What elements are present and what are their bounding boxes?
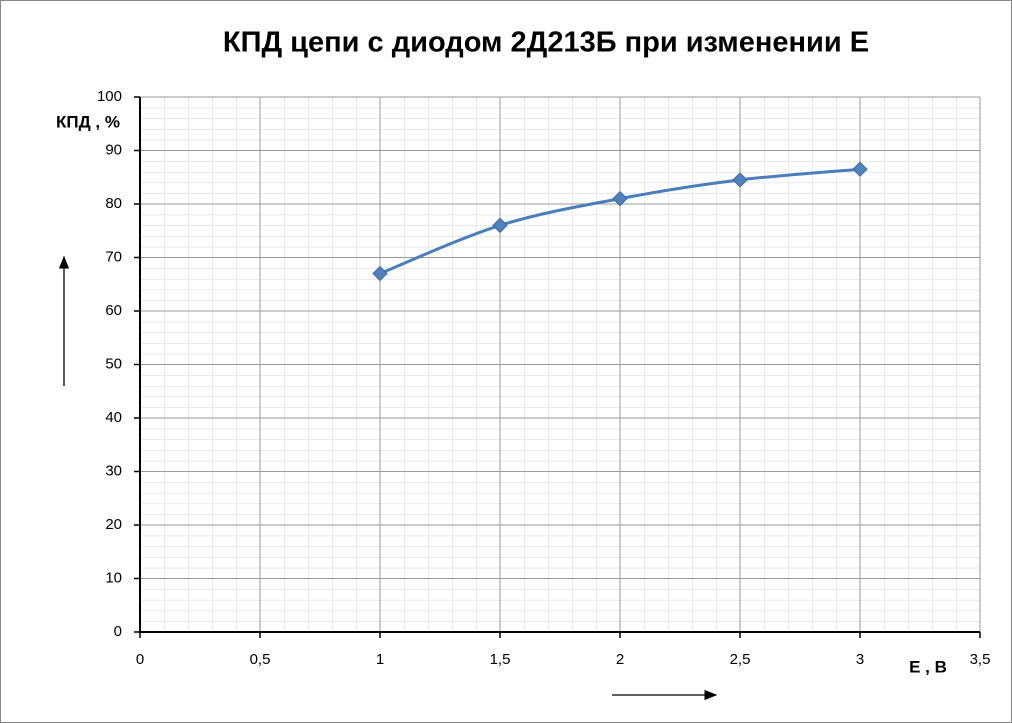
x-tick-label: 3 [856, 651, 864, 668]
y-tick-label: 60 [105, 302, 122, 319]
y-axis-label: КПД , % [56, 112, 120, 131]
y-tick-label: 100 [97, 88, 122, 105]
x-tick-label: 0,5 [250, 651, 271, 668]
x-tick-label: 3,5 [970, 651, 991, 668]
x-tick-label: 2,5 [730, 651, 751, 668]
x-tick-label: 1,5 [490, 651, 511, 668]
data-point [492, 217, 508, 234]
chart-title: КПД цепи с диодом 2Д213Б при изменении Е [223, 27, 869, 59]
data-point [852, 161, 868, 177]
x-tick-label: 0 [136, 651, 144, 668]
x-tick-label: 2 [616, 651, 624, 668]
y-tick-label: 20 [105, 516, 122, 533]
y-tick-label: 50 [105, 355, 122, 372]
y-tick-label: 40 [105, 409, 122, 426]
data-point [372, 265, 388, 282]
y-tick-label: 80 [105, 195, 122, 212]
y-tick-label: 70 [105, 248, 122, 265]
data-point [732, 172, 748, 188]
y-tick-label: 0 [114, 623, 122, 640]
x-axis-label: Е , В [909, 657, 947, 676]
y-tick-label: 10 [105, 569, 122, 586]
plot [372, 161, 868, 282]
data-point [612, 190, 628, 207]
y-tick-label: 30 [105, 462, 122, 479]
grid [134, 96, 981, 638]
y-tick-label: 90 [105, 141, 122, 158]
x-tick-label: 1 [376, 651, 384, 668]
